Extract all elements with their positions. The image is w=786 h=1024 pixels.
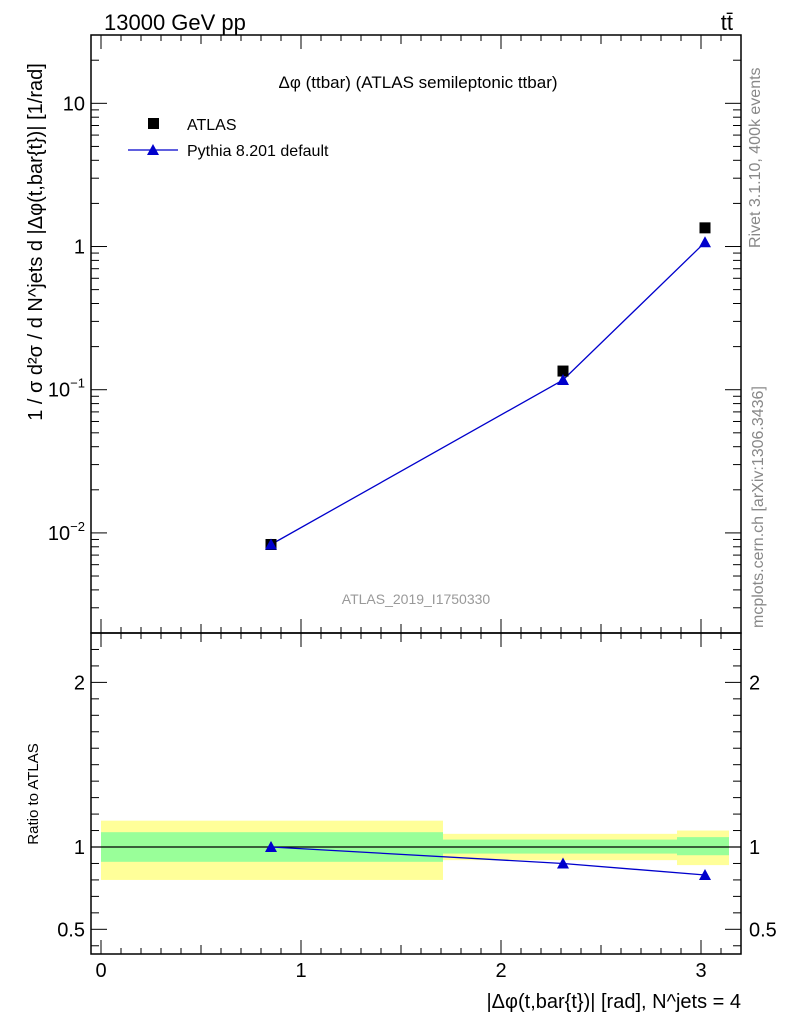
atlas-data-point	[557, 365, 569, 377]
ratio-uncertainty-bands	[91, 820, 741, 880]
main-y-tick-label: 10−1	[48, 376, 85, 402]
main-y-tick-label: 1	[74, 237, 85, 259]
main-y-tick-label: 10−2	[48, 519, 85, 545]
ratio-y-axis-label: Ratio to ATLAS	[25, 743, 42, 844]
main-series-lines	[270, 241, 706, 546]
pythia-data-point	[557, 373, 569, 385]
legend: ATLAS Pythia 8.201 default	[128, 117, 329, 160]
ratio-y-tick-label: 1	[74, 837, 85, 859]
ratio-pythia-point	[265, 841, 277, 852]
header-collision-label: 13000 GeV pp	[104, 10, 246, 35]
ratio-y-tick-label: 0.5	[57, 919, 85, 941]
analysis-label: ATLAS_2019_I1750330	[342, 591, 491, 607]
main-plot-title: Δφ (ttbar) (ATLAS semileptonic ttbar)	[278, 73, 557, 92]
ratio-y-tick-label-right: 2	[749, 672, 760, 694]
ratio-plot-panel: 0.5 0.5 1 1 2 2 0 1 2 3 Ratio to ATLAS |Δφ(t,bar…	[25, 632, 777, 1013]
ratio-y-tick-label-right: 1	[749, 837, 760, 859]
x-axis-label: |Δφ(t,bar{t})| [rad], N^jets = 4	[486, 991, 741, 1013]
pythia-data-point	[265, 538, 277, 550]
main-axis-ticks	[91, 34, 742, 634]
main-y-tick-labels: 10−2 10−1 1 10	[48, 93, 85, 545]
ratio-x-tick-label: 2	[495, 960, 506, 982]
pythia-line	[270, 241, 706, 546]
ratio-y-tick-labels: 0.5 0.5 1 1 2 2	[57, 672, 777, 941]
legend-atlas-label: ATLAS	[187, 117, 237, 134]
rivet-label: Rivet 3.1.10, 400k events	[747, 67, 764, 248]
ratio-series-lines	[265, 841, 711, 880]
pythia-data-point	[699, 236, 711, 248]
ratio-green-band	[677, 837, 729, 856]
main-plot-panel: Δφ (ttbar) (ATLAS semileptonic ttbar) AT…	[25, 34, 742, 634]
ratio-x-tick-label: 1	[295, 960, 306, 982]
mcplots-label: mcplots.cern.ch [arXiv:1306.3436]	[750, 386, 767, 628]
main-y-axis-label: 1 / σ d²σ / d N^jets d |Δφ(t,bar{t})| [1…	[25, 63, 47, 421]
ratio-y-tick-label-right: 0.5	[749, 919, 777, 941]
ratio-axis-ticks	[91, 633, 742, 954]
header-process-label: tt̄	[721, 10, 733, 35]
ratio-x-tick-label: 3	[695, 960, 706, 982]
atlas-data-point	[699, 222, 711, 234]
legend-pythia-marker	[147, 144, 159, 155]
ratio-pythia-point	[699, 868, 711, 880]
ratio-pythia-point	[557, 857, 569, 869]
ratio-y-tick-label: 2	[74, 672, 85, 694]
main-y-tick-label: 10	[63, 93, 85, 115]
ratio-plot-frame	[90, 632, 742, 955]
ratio-x-tick-labels: 0 1 2 3	[95, 960, 706, 982]
ratio-x-tick-label: 0	[95, 960, 106, 982]
legend-pythia-label: Pythia 8.201 default	[187, 143, 329, 160]
main-series-points	[265, 222, 711, 550]
legend-atlas-marker	[148, 118, 159, 129]
